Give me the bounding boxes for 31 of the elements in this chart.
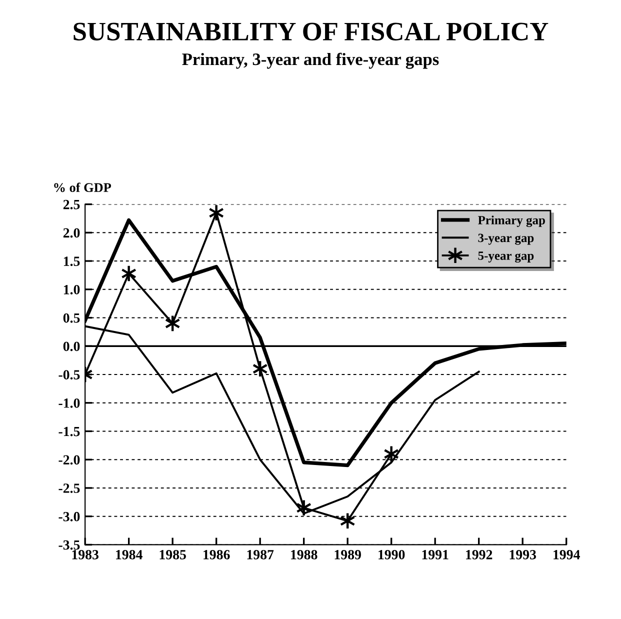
x-tick-label: 1990 xyxy=(378,550,405,560)
chart-title: SUSTAINABILITY OF FISCAL POLICY xyxy=(74,22,548,40)
y-tick-label: -2.5 xyxy=(58,484,80,493)
y-axis-title: % of GDP xyxy=(54,182,112,192)
x-tick-label: 1987 xyxy=(247,550,274,560)
x-tick-label: 1992 xyxy=(466,550,492,560)
y-tick-label: -0.5 xyxy=(58,370,80,380)
x-tick-label: 1985 xyxy=(160,550,186,560)
y-tick-label: 1.5 xyxy=(64,256,80,266)
y-tick-label: 2.5 xyxy=(63,200,80,210)
x-tick-label: 1994 xyxy=(554,550,580,560)
legend-label: Primary gap xyxy=(478,216,545,228)
legend-label: 3-year gap xyxy=(478,234,534,245)
y-tick-label: -3.0 xyxy=(58,512,80,522)
y-tick-label: 2.0 xyxy=(63,228,80,238)
chart-subtitle: Primary, 3-year and five-year gaps xyxy=(182,52,439,69)
x-tick-label: 1989 xyxy=(334,550,361,560)
x-tick-label: 1993 xyxy=(510,550,536,560)
x-tick-label: 1988 xyxy=(291,550,318,560)
y-tick-label: -3.5 xyxy=(58,540,80,550)
y-tick-label: 1.0 xyxy=(64,284,80,294)
x-tick-label: 1983 xyxy=(72,550,98,560)
y-tick-label: -1.5 xyxy=(58,426,80,436)
y-tick-label: 0.0 xyxy=(63,342,80,352)
x-tick-label: 1986 xyxy=(204,550,230,560)
y-tick-label: -1.0 xyxy=(58,398,80,408)
x-tick-label: 1991 xyxy=(422,550,448,560)
x-tick-label: 1984 xyxy=(116,550,142,560)
legend-label: 5-year gap xyxy=(478,252,534,263)
y-tick-label: 0.5 xyxy=(63,313,80,323)
y-tick-label: -2.0 xyxy=(58,455,80,465)
